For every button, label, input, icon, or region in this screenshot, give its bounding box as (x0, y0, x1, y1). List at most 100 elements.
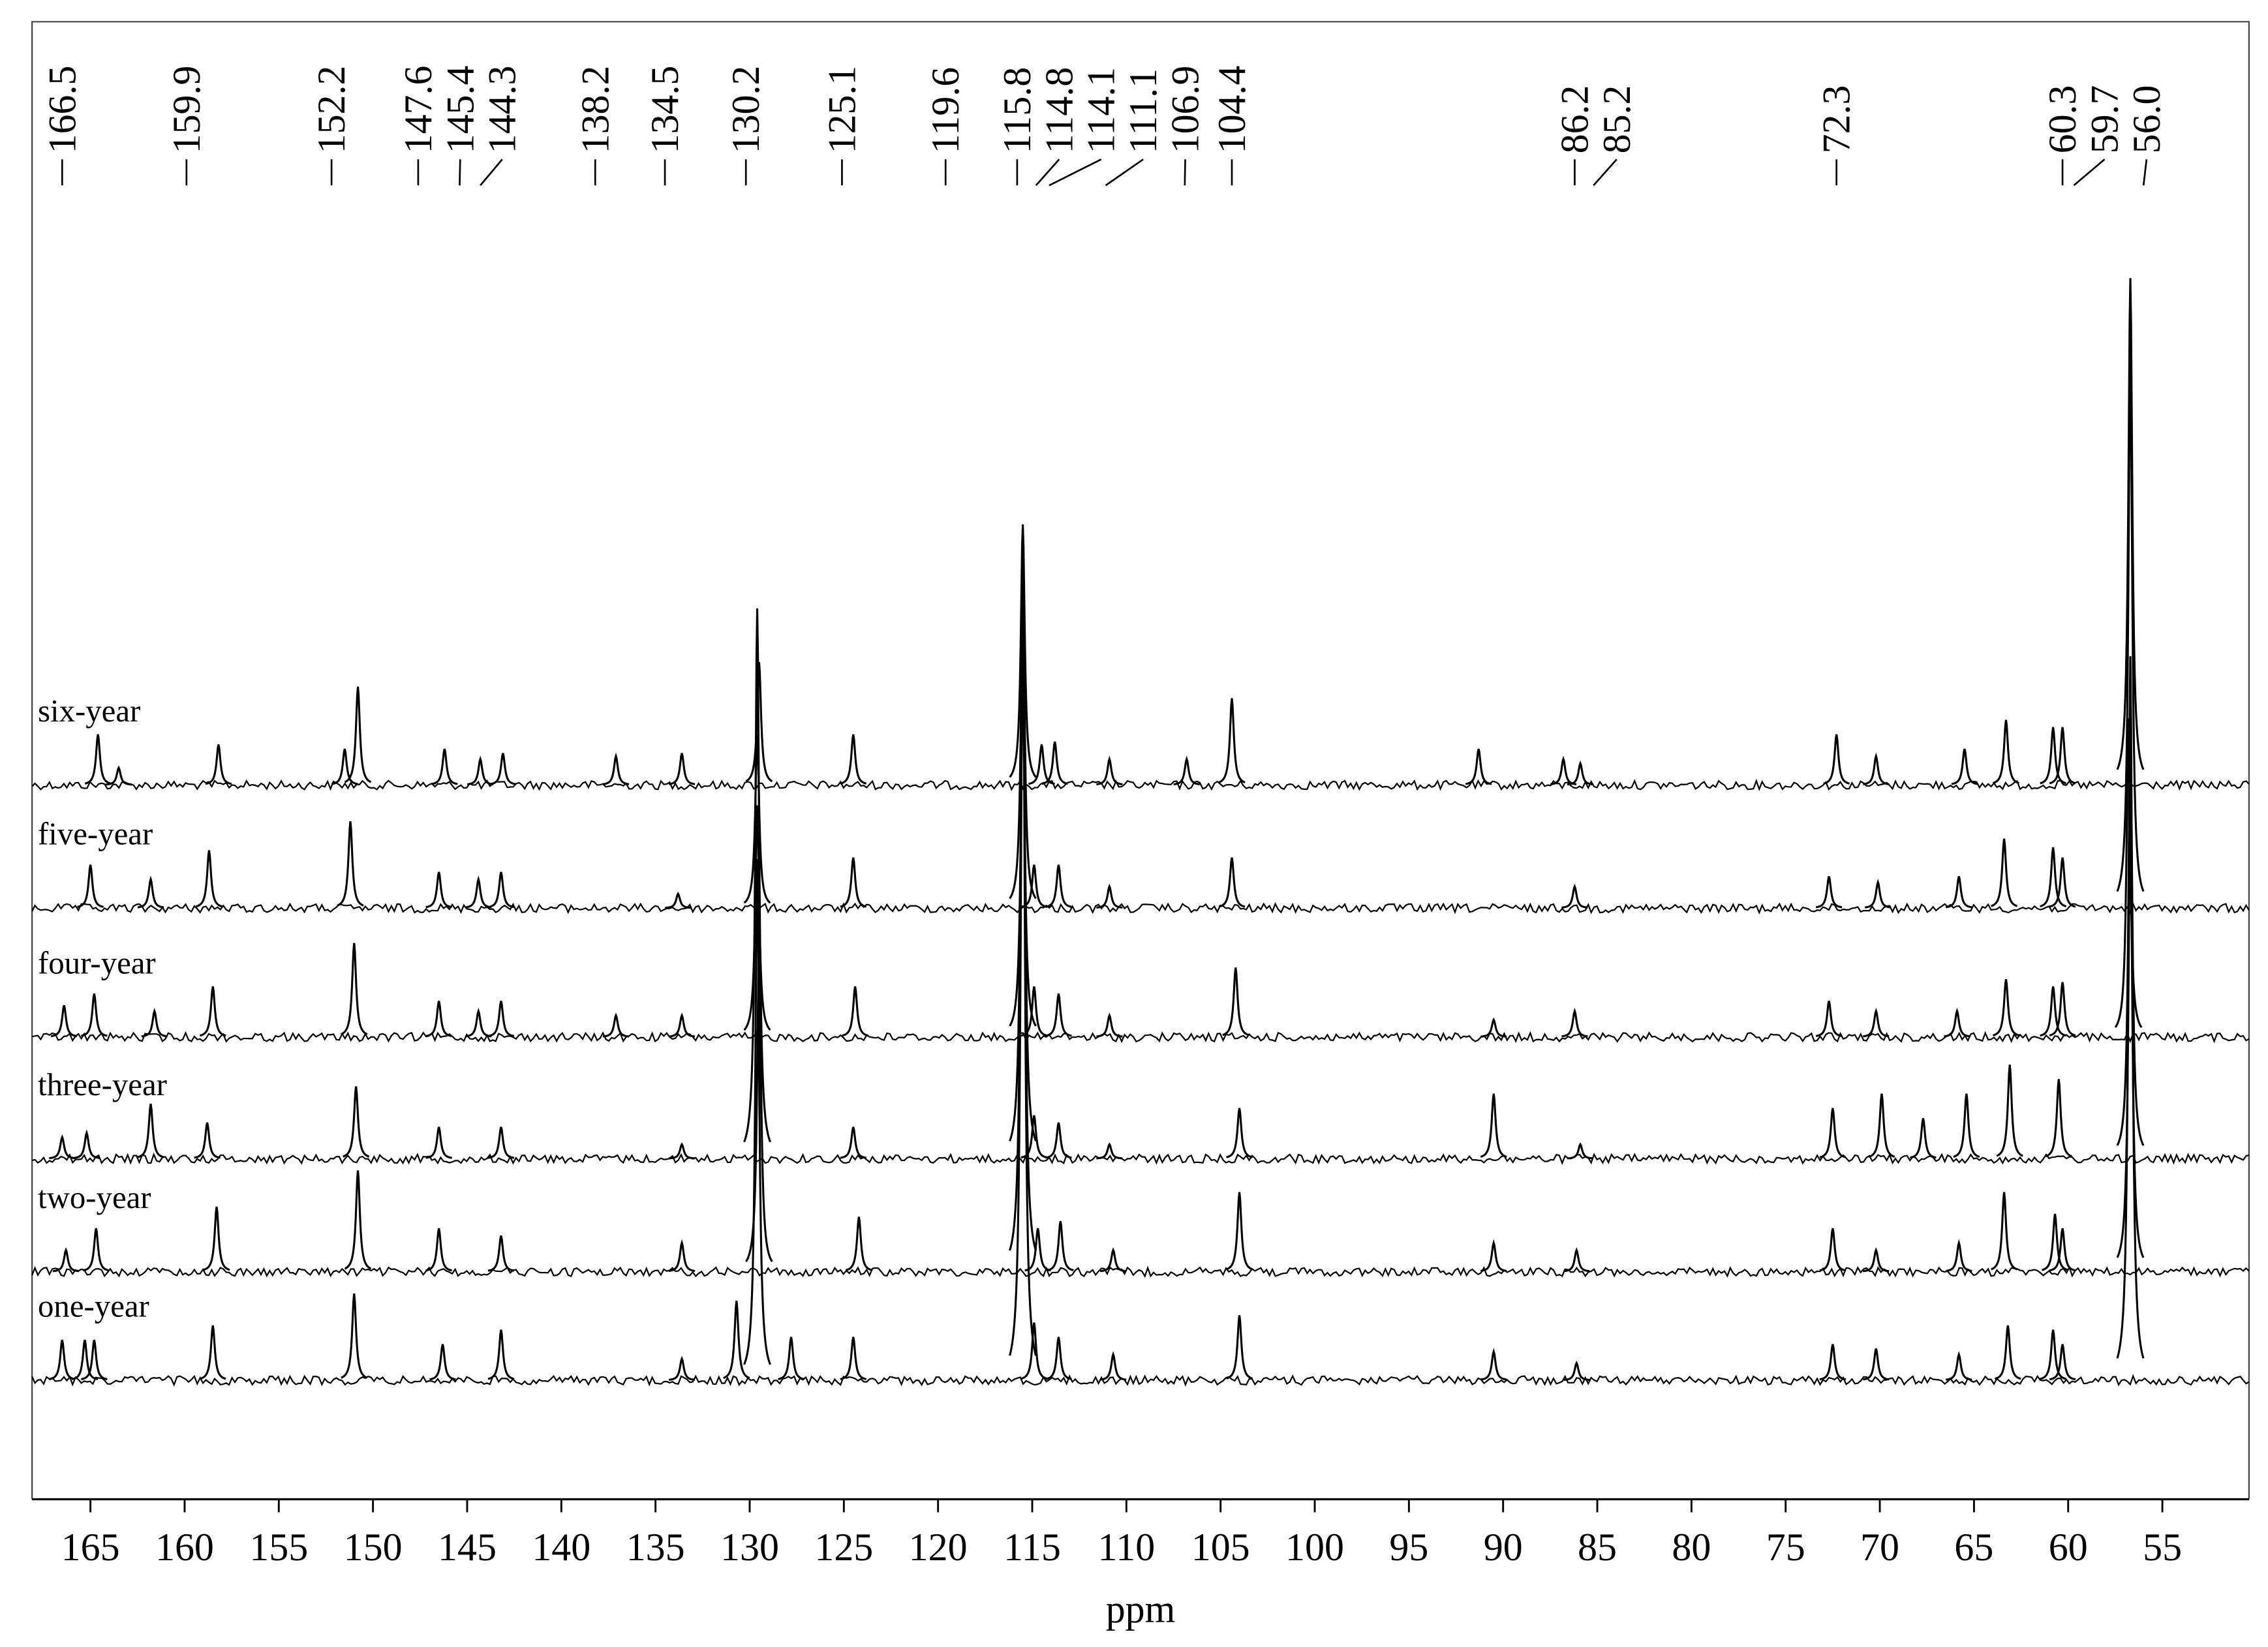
series-label: six-year (38, 693, 140, 729)
peak (840, 857, 867, 908)
peak (1099, 1247, 1127, 1273)
peak (1815, 876, 1843, 909)
x-tick-label: 80 (1672, 1526, 1711, 1569)
frame (31, 21, 2250, 1500)
peak (1096, 755, 1123, 785)
peak-label: 86.2 (1553, 85, 1596, 153)
peak (1868, 1093, 1895, 1158)
peak-label: 152.2 (310, 65, 353, 153)
x-tick-label: 70 (1860, 1526, 1899, 1569)
peak (1045, 993, 1072, 1037)
peak (343, 1086, 370, 1158)
peak-label: 111.1 (1122, 68, 1165, 153)
peak (52, 1247, 80, 1273)
peak (778, 1337, 805, 1380)
x-tick-label: 120 (909, 1526, 968, 1569)
peak (1563, 1361, 1590, 1382)
peak-label-leader (1035, 159, 1060, 187)
peak-label: 72.3 (1815, 85, 1858, 153)
peak-label-leader (1105, 159, 1144, 187)
peak (1819, 1228, 1847, 1272)
x-tick-label: 55 (2143, 1526, 2182, 1569)
spectrum-trace: four-year (31, 674, 2250, 1044)
x-axis-label: ppm (1106, 1588, 1176, 1631)
peak (1041, 741, 1068, 785)
peak (668, 753, 696, 785)
peak (1218, 698, 1246, 783)
peak (840, 1337, 867, 1380)
peak-label: 125.1 (820, 65, 863, 153)
peak (2040, 986, 2067, 1037)
spectrum-trace: one-year (31, 569, 2250, 1387)
peak (1946, 876, 1972, 909)
peak-label: 85.2 (1595, 85, 1638, 153)
peak (1991, 838, 2018, 907)
peak (344, 686, 372, 783)
peak-label-leader (1184, 159, 1186, 186)
peak (2045, 1079, 2072, 1158)
x-tick-label: 135 (626, 1526, 685, 1569)
peak-label-leader (459, 159, 461, 186)
peak (1020, 1322, 1048, 1380)
peak (1009, 569, 1037, 1356)
x-tick-label: 125 (814, 1526, 873, 1569)
series-label: two-year (38, 1179, 151, 1215)
peak (2049, 1228, 2076, 1272)
x-tick-label: 60 (2049, 1526, 2088, 1569)
x-tick-label: 110 (1097, 1526, 1155, 1569)
series-label: five-year (38, 816, 153, 852)
peak (2049, 1344, 2076, 1381)
peak (2116, 278, 2145, 770)
peak (1096, 1142, 1123, 1160)
peak (489, 753, 517, 785)
peak-label: 159.9 (165, 65, 208, 153)
peak-label: 114.8 (1037, 67, 1080, 154)
peak (2040, 1329, 2067, 1380)
peak (1993, 719, 2019, 785)
peak-label-leader (2142, 159, 2148, 186)
peak (105, 765, 132, 786)
peak-label: 115.8 (996, 67, 1039, 154)
peak (1953, 1093, 1980, 1158)
peak (1910, 1118, 1937, 1159)
peak (1009, 524, 1037, 778)
peak-label: 145.4 (438, 65, 482, 153)
peak (1561, 883, 1588, 909)
peak (2040, 847, 2067, 908)
peak (487, 1126, 515, 1159)
x-tick-label: 130 (720, 1526, 779, 1569)
peak (1045, 1122, 1072, 1159)
peak (199, 1325, 226, 1380)
x-tick-label: 90 (1484, 1526, 1523, 1569)
peak (1045, 1337, 1072, 1380)
peak (1993, 979, 2019, 1036)
peak (1045, 864, 1072, 908)
baseline-noise (31, 1374, 2250, 1387)
baseline-noise (31, 1031, 2250, 1044)
peak (2114, 718, 2143, 1028)
peak (602, 752, 630, 785)
peak (1222, 967, 1249, 1036)
peak (81, 1339, 108, 1380)
peak (425, 1126, 452, 1159)
peak (1823, 734, 1850, 785)
peak-label: 130.2 (724, 65, 767, 153)
peak (431, 748, 458, 785)
peak-label-leader (2073, 159, 2106, 187)
x-tick-label: 165 (61, 1526, 120, 1569)
peak (2049, 982, 2076, 1036)
baseline-noise (31, 901, 2250, 915)
peak-label: 59.7 (2083, 85, 2126, 153)
peak (199, 986, 226, 1037)
peak (49, 1339, 76, 1380)
peak (331, 748, 358, 785)
peak (745, 661, 773, 783)
peak (668, 1012, 696, 1038)
peak (1226, 1192, 1253, 1271)
series-label: four-year (38, 944, 156, 980)
peak (1994, 1325, 2021, 1380)
peak-label: 119.6 (924, 67, 967, 154)
x-tick-label: 75 (1766, 1526, 1805, 1569)
x-tick-label: 100 (1285, 1526, 1344, 1569)
